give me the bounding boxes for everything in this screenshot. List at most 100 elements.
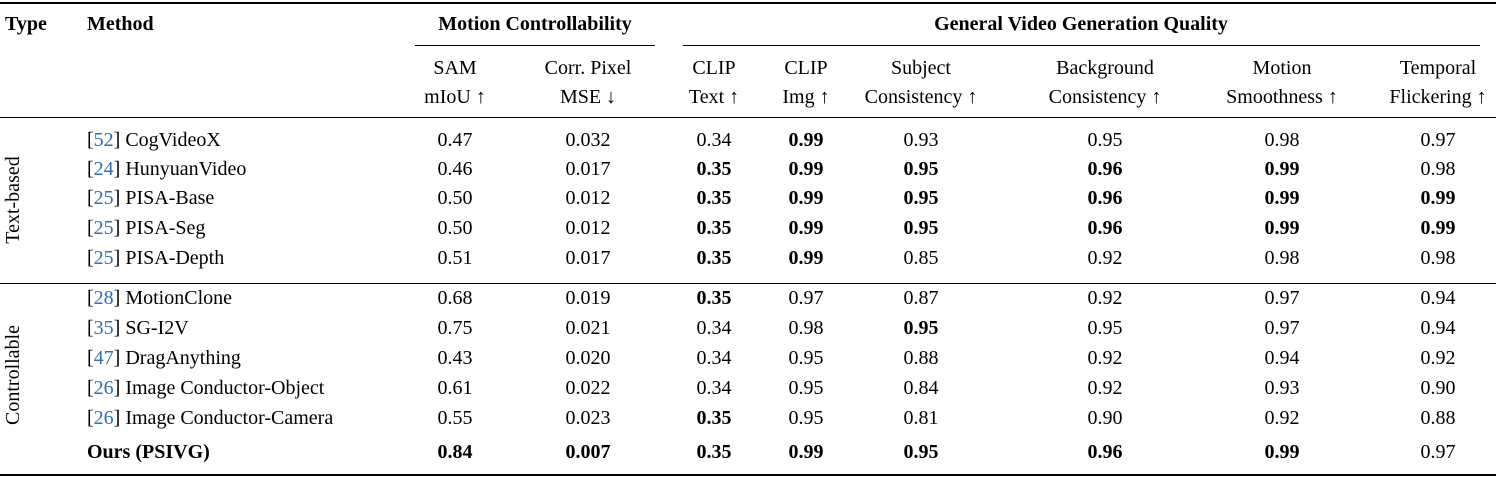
method-cell: [25] PISA-Base bbox=[87, 186, 214, 210]
value-cell: 0.85 bbox=[903, 247, 939, 269]
method-name: MotionClone bbox=[125, 287, 233, 309]
value-cell: 0.61 bbox=[437, 377, 473, 399]
value-cell: 0.020 bbox=[565, 347, 611, 369]
cite-bracket: [ bbox=[87, 407, 94, 429]
method-name: PISA-Seg bbox=[125, 217, 206, 239]
column-header: Smoothness ↑ bbox=[1226, 86, 1338, 108]
value-cell: 0.99 bbox=[788, 217, 824, 239]
cite-number: 28 bbox=[93, 287, 114, 309]
value-cell: 0.90 bbox=[1087, 407, 1123, 429]
value-cell: 0.87 bbox=[903, 287, 939, 309]
section-type: Text-based bbox=[2, 156, 24, 244]
method-cell: [35] SG-I2V bbox=[87, 316, 189, 340]
value-cell: 0.90 bbox=[1420, 377, 1456, 399]
value-cell: 0.35 bbox=[696, 158, 732, 180]
value-cell: 0.95 bbox=[1087, 317, 1123, 339]
group-rule bbox=[415, 45, 655, 46]
method-name: HunyuanVideo bbox=[125, 158, 247, 180]
cite-number: 25 bbox=[93, 217, 114, 239]
value-cell: 0.99 bbox=[1264, 158, 1300, 180]
value-cell: 0.92 bbox=[1087, 287, 1123, 309]
column-header: CLIP bbox=[784, 57, 828, 79]
value-cell: 0.51 bbox=[437, 247, 473, 269]
cite-bracket: ] bbox=[113, 317, 121, 339]
method-cell: [52] CogVideoX bbox=[87, 128, 221, 152]
section-rule bbox=[0, 283, 1496, 284]
cite-bracket: ] bbox=[113, 187, 121, 209]
value-cell: 0.98 bbox=[788, 317, 824, 339]
value-cell: 0.97 bbox=[788, 287, 824, 309]
value-cell: 0.35 bbox=[696, 287, 732, 309]
cite-number: 25 bbox=[93, 187, 114, 209]
value-cell: 0.96 bbox=[1087, 441, 1123, 463]
value-cell: 0.93 bbox=[1264, 377, 1300, 399]
column-header: mIoU ↑ bbox=[424, 86, 486, 108]
column-header: Subject bbox=[891, 57, 951, 79]
cite-number: 52 bbox=[93, 129, 114, 151]
value-cell: 0.92 bbox=[1264, 407, 1300, 429]
method-name: Ours (PSIVG) bbox=[87, 441, 210, 463]
value-cell: 0.84 bbox=[437, 441, 473, 463]
value-cell: 0.022 bbox=[565, 377, 611, 399]
value-cell: 0.017 bbox=[565, 247, 611, 269]
value-cell: 0.81 bbox=[903, 407, 939, 429]
value-cell: 0.88 bbox=[1420, 407, 1456, 429]
method-cell: [26] Image Conductor-Object bbox=[87, 376, 324, 400]
cite-bracket: [ bbox=[87, 217, 94, 239]
cite-bracket: [ bbox=[87, 347, 94, 369]
column-header: CLIP bbox=[692, 57, 736, 79]
column-header: Img ↑ bbox=[782, 86, 830, 108]
column-header: Consistency ↑ bbox=[1048, 86, 1162, 108]
method-name: Image Conductor-Camera bbox=[125, 407, 334, 429]
value-cell: 0.92 bbox=[1087, 247, 1123, 269]
top-rule bbox=[0, 2, 1496, 4]
cite-bracket: [ bbox=[87, 158, 94, 180]
value-cell: 0.50 bbox=[437, 217, 473, 239]
value-cell: 0.93 bbox=[903, 129, 939, 151]
method-cell: [24] HunyuanVideo bbox=[87, 157, 246, 181]
group-header: General Video Generation Quality bbox=[934, 13, 1228, 35]
cite-bracket: ] bbox=[113, 247, 121, 269]
value-cell: 0.97 bbox=[1264, 287, 1300, 309]
method-name: Image Conductor-Object bbox=[125, 377, 325, 399]
value-cell: 0.96 bbox=[1087, 217, 1123, 239]
cite-number: 47 bbox=[93, 347, 114, 369]
value-cell: 0.47 bbox=[437, 129, 473, 151]
bottom-rule bbox=[0, 474, 1496, 476]
value-cell: 0.017 bbox=[565, 158, 611, 180]
value-cell: 0.98 bbox=[1420, 158, 1456, 180]
value-cell: 0.55 bbox=[437, 407, 473, 429]
cite-bracket: ] bbox=[113, 217, 121, 239]
group-header: Motion Controllability bbox=[438, 13, 632, 35]
value-cell: 0.021 bbox=[565, 317, 611, 339]
header-rule bbox=[0, 117, 1496, 118]
cite-bracket: ] bbox=[113, 158, 121, 180]
header-type: Type bbox=[5, 13, 47, 35]
value-cell: 0.99 bbox=[1264, 217, 1300, 239]
value-cell: 0.007 bbox=[565, 441, 611, 463]
value-cell: 0.95 bbox=[903, 317, 939, 339]
method-cell: [28] MotionClone bbox=[87, 286, 232, 310]
cite-bracket: [ bbox=[87, 129, 94, 151]
value-cell: 0.97 bbox=[1420, 129, 1456, 151]
value-cell: 0.92 bbox=[1087, 377, 1123, 399]
value-cell: 0.99 bbox=[788, 247, 824, 269]
value-cell: 0.95 bbox=[788, 347, 824, 369]
value-cell: 0.96 bbox=[1087, 187, 1123, 209]
value-cell: 0.96 bbox=[1087, 158, 1123, 180]
value-cell: 0.98 bbox=[1264, 247, 1300, 269]
cite-number: 24 bbox=[93, 158, 114, 180]
value-cell: 0.99 bbox=[1420, 217, 1456, 239]
cite-bracket: [ bbox=[87, 317, 94, 339]
value-cell: 0.43 bbox=[437, 347, 473, 369]
method-name: PISA-Base bbox=[125, 187, 215, 209]
value-cell: 0.99 bbox=[1264, 441, 1300, 463]
value-cell: 0.95 bbox=[788, 407, 824, 429]
column-header: Flickering ↑ bbox=[1389, 86, 1487, 108]
value-cell: 0.88 bbox=[903, 347, 939, 369]
column-header: MSE ↓ bbox=[559, 86, 617, 108]
value-cell: 0.99 bbox=[788, 187, 824, 209]
value-cell: 0.023 bbox=[565, 407, 611, 429]
value-cell: 0.019 bbox=[565, 287, 611, 309]
cite-bracket: ] bbox=[113, 407, 121, 429]
